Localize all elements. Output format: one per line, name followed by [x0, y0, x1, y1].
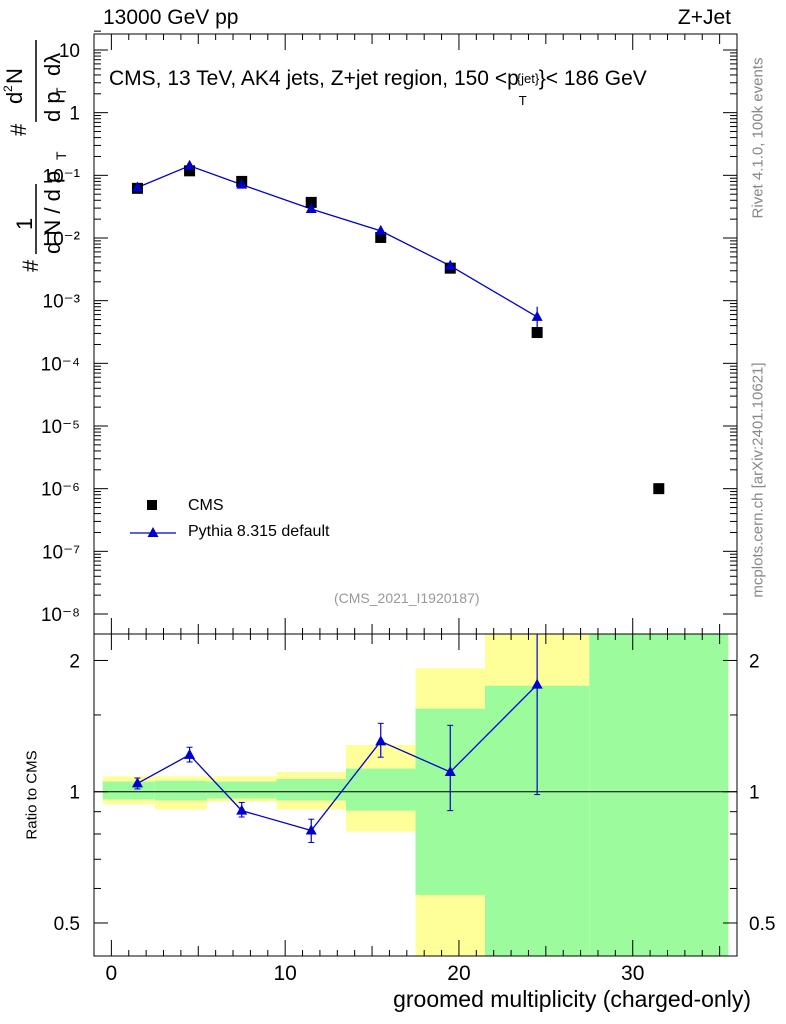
- legend-cms-label: CMS: [188, 497, 224, 514]
- rivet-label: Rivet 4.1.0, 100k events: [749, 57, 767, 219]
- ratio-band-inner-7: [589, 634, 729, 956]
- main-ytick-label: 10⁻⁷: [42, 542, 80, 563]
- main-ytick-label: 10⁻⁵: [41, 417, 80, 438]
- ratio-mc-point: [375, 735, 387, 746]
- main-ytick-label: 1: [69, 104, 80, 125]
- ratio-band-inner-2: [206, 781, 277, 799]
- panel-title-end: }< 186 GeV: [538, 67, 647, 90]
- main-ytick-label: 10: [59, 41, 80, 62]
- ratio-mc-point: [184, 748, 196, 759]
- mc-line: [137, 165, 538, 318]
- ratio-ytick-label-left: 0.5: [54, 914, 80, 935]
- ratio-ytick-label-right: 0.5: [749, 914, 775, 935]
- main-panel-frame: [93, 33, 738, 635]
- panel-title-sub: T: [518, 93, 527, 108]
- analysis-tag: (CMS_2021_I1920187): [334, 590, 480, 606]
- svg-text:T: T: [53, 87, 69, 96]
- main-ytick-label: 10⁻⁸: [41, 605, 80, 626]
- ratio-mc-point: [305, 824, 317, 835]
- ratio-mc-point: [236, 804, 248, 815]
- ratio-mc-point: [444, 765, 456, 776]
- mc-point: [305, 203, 317, 214]
- ratio-ylabel: Ratio to CMS: [23, 750, 41, 840]
- legend-mc-label: Pythia 8.315 default: [188, 523, 330, 540]
- cms-point: [184, 165, 196, 177]
- main-ylabel: # 1 d N / d p T # d 2 N d p T dλ: [1, 40, 69, 272]
- ratio-bands: [94, 634, 737, 956]
- ratio-mc-point: [131, 777, 143, 788]
- mc-point: [236, 178, 248, 189]
- cms-point: [653, 483, 665, 495]
- panel-title-sup: {jet}: [516, 71, 540, 86]
- ratio-ytick-label-left: 1: [69, 783, 80, 804]
- panel-title: CMS, 13 TeV, AK4 jets, Z+jet region, 150…: [109, 67, 647, 108]
- svg-text:#: #: [6, 123, 31, 136]
- main-ytick-label: 10⁻¹: [43, 166, 81, 187]
- svg-text:d N / d p: d N / d p: [40, 171, 65, 254]
- ratio-xtick-label: 10: [273, 962, 296, 985]
- x-axis-label: groomed multiplicity (charged-only): [393, 986, 751, 1012]
- svg-text:d: d: [2, 92, 27, 104]
- ratio-mc-point: [531, 678, 543, 689]
- svg-text:N: N: [2, 68, 27, 84]
- header-left: 13000 GeV pp: [103, 6, 239, 29]
- svg-text:1: 1: [12, 218, 37, 230]
- mc-point: [375, 224, 387, 235]
- mc-point: [444, 259, 456, 270]
- mcplots-label: mcplots.cern.ch [arXiv:2401.10621]: [749, 362, 767, 598]
- main-ytick-label: 10⁻⁶: [41, 480, 80, 501]
- axis-ticks: [94, 30, 737, 956]
- cms-point: [531, 327, 543, 339]
- ratio-panel-frame: [93, 633, 738, 957]
- main-series: [131, 159, 665, 495]
- ratio-ytick-label-left: 2: [69, 651, 80, 672]
- ratio-xtick-label: 30: [621, 962, 644, 985]
- ratio-xtick-label: 0: [106, 962, 118, 985]
- ratio-band-inner-3: [276, 778, 346, 801]
- ratio-series: [131, 634, 543, 843]
- ratio-band-inner-1: [154, 780, 207, 801]
- ratio-band-inner-4: [345, 768, 416, 811]
- ratio-xtick-label: 20: [447, 962, 470, 985]
- svg-text:dλ: dλ: [40, 53, 65, 76]
- mc-point: [531, 310, 543, 321]
- legend-cms-marker: [147, 500, 157, 510]
- svg-text:2: 2: [1, 85, 15, 92]
- mc-point: [184, 159, 196, 170]
- svg-text:d p: d p: [40, 91, 65, 122]
- cms-point: [305, 196, 317, 208]
- ratio-ytick-label-right: 1: [749, 783, 760, 804]
- mc-point: [131, 181, 143, 192]
- main-ytick-label: 10⁻⁴: [41, 354, 80, 375]
- header-right: Z+Jet: [677, 6, 731, 29]
- legend-mc-marker: [147, 527, 159, 537]
- panel-title-main: CMS, 13 TeV, AK4 jets, Z+jet region, 150…: [109, 67, 519, 90]
- main-ytick-label: 10⁻²: [43, 229, 81, 250]
- cms-point: [375, 231, 387, 243]
- ratio-band-inner-0: [102, 781, 155, 800]
- svg-text:T: T: [53, 151, 69, 160]
- svg-text:#: #: [18, 259, 43, 272]
- ratio-ytick-label-right: 2: [749, 651, 760, 672]
- main-ytick-label: 10⁻³: [43, 292, 81, 313]
